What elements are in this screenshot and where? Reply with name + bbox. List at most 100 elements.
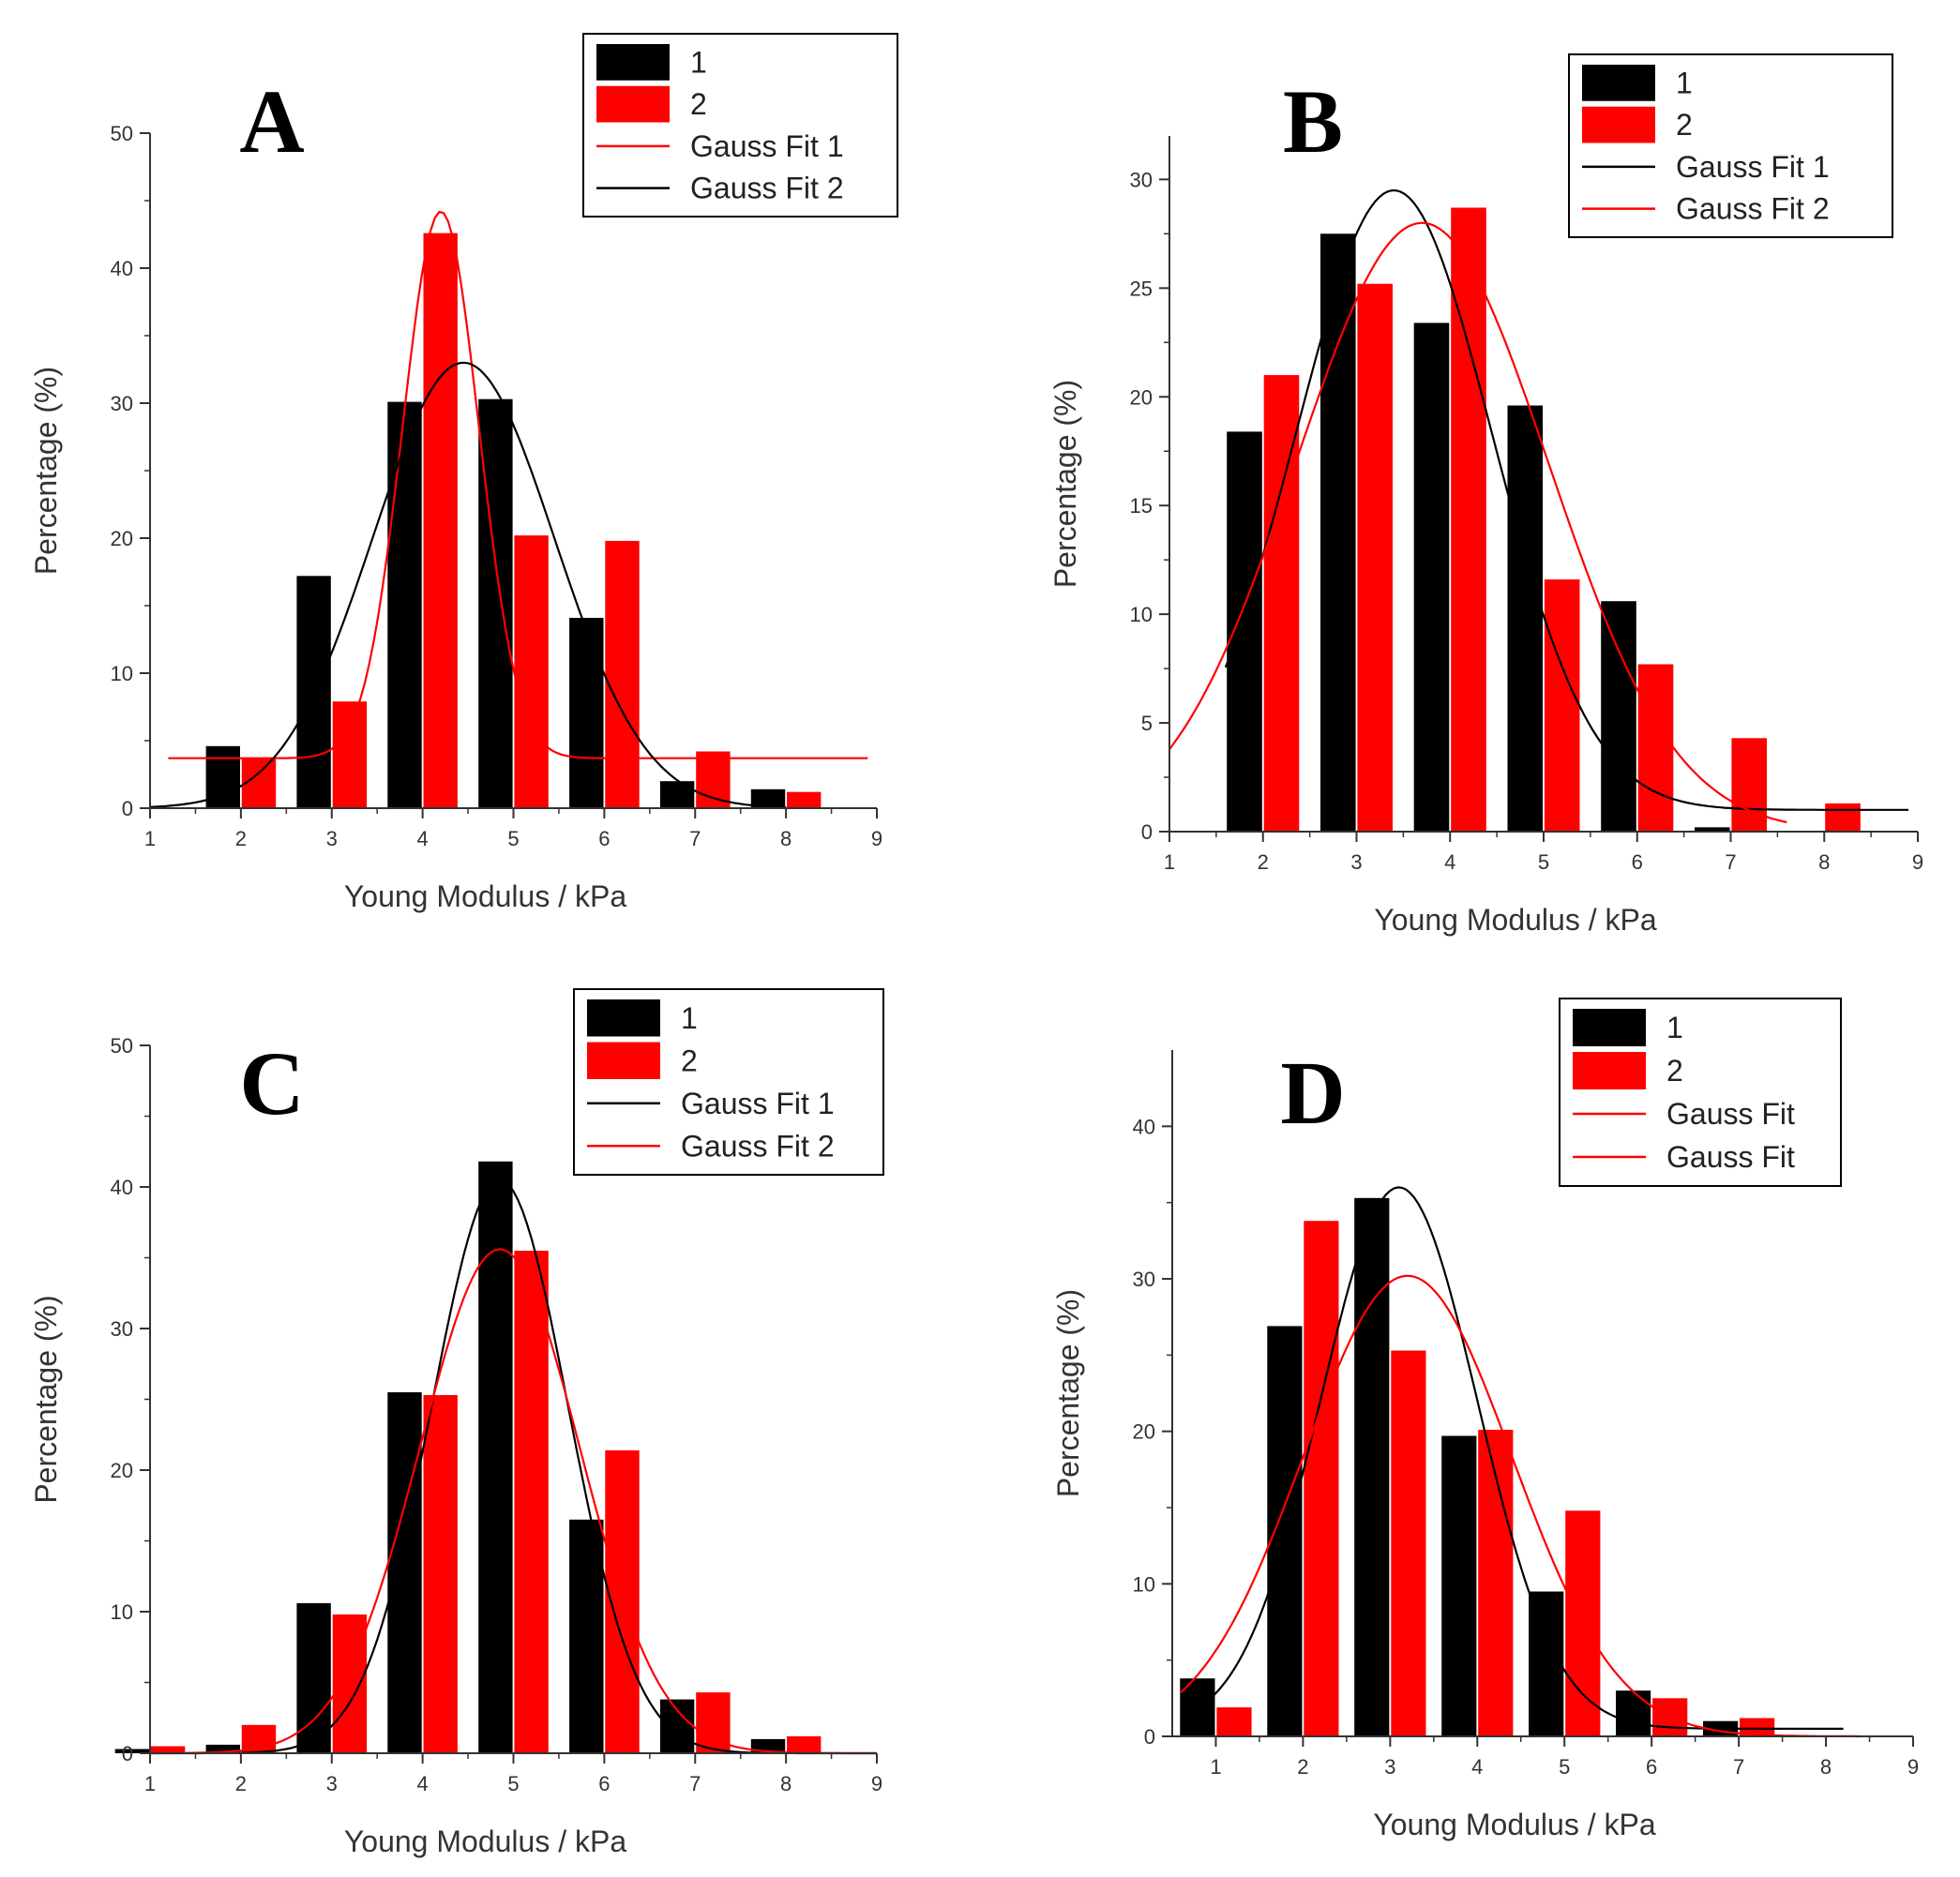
y-axis-title: Percentage (%) — [1048, 380, 1082, 588]
panel-letter: D — [1280, 1043, 1345, 1143]
legend-swatch-2 — [1582, 106, 1655, 143]
bar-series-2-6 — [1637, 664, 1674, 832]
bar-series-1-6 — [1601, 601, 1636, 832]
y-tick-label-10: 10 — [111, 1600, 133, 1624]
legend-label-4: Gauss Fit 2 — [681, 1129, 835, 1163]
x-tick-label-2: 2 — [1297, 1755, 1308, 1779]
x-tick-label-5: 5 — [1538, 850, 1549, 874]
legend-label-2: 2 — [681, 1044, 698, 1077]
panel-letter: C — [239, 1033, 304, 1134]
x-tick-label-9: 9 — [871, 1772, 882, 1795]
legend-label-3: Gauss Fit 1 — [690, 129, 844, 163]
x-tick-label-1: 1 — [144, 1772, 156, 1795]
y-tick-label-10: 10 — [1130, 603, 1153, 626]
bar-series-1-3 — [1354, 1197, 1390, 1736]
y-tick-label-20: 20 — [1133, 1420, 1155, 1444]
bar-series-2-2 — [1304, 1221, 1339, 1736]
legend-label-4: Gauss Fit 2 — [1676, 192, 1830, 226]
x-tick-label-6: 6 — [1632, 850, 1643, 874]
legend-label-3: Gauss Fit 1 — [1676, 150, 1830, 184]
y-tick-label-40: 40 — [111, 1176, 133, 1199]
x-tick-label-9: 9 — [1912, 850, 1923, 874]
y-tick-label-40: 40 — [1133, 1115, 1155, 1138]
bar-series-2-5 — [514, 1251, 549, 1753]
bar-series-2-2 — [241, 758, 277, 808]
bar-series-2-4 — [1451, 207, 1486, 832]
y-tick-label-0: 0 — [1144, 1725, 1155, 1749]
y-tick-label-10: 10 — [111, 662, 133, 685]
x-tick-label-4: 4 — [1444, 850, 1455, 874]
panel-d: 1 2 3 4 5 6 7 8 9 0 10 20 30 40 Young Modulus / kPa Per… — [1051, 998, 1919, 1841]
panel-c: 1 2 3 4 5 6 7 8 9 0 10 20 30 40 50 Young Modulus / kPa P… — [29, 988, 884, 1858]
bar-series-1-6 — [1616, 1690, 1651, 1736]
bar-series-1-7 — [659, 1699, 695, 1753]
x-tick-label-7: 7 — [689, 827, 701, 850]
bar-series-2-3 — [332, 1614, 368, 1753]
x-tick-label-6: 6 — [598, 1772, 610, 1795]
legend-label-3: Gauss Fit — [1666, 1097, 1795, 1131]
legend: 1 2 Gauss Fit 1 Gauss Fit 2 — [573, 988, 884, 1176]
x-tick-label-1: 1 — [1210, 1755, 1221, 1779]
y-tick-label-40: 40 — [111, 257, 133, 280]
legend-label-1: 1 — [690, 45, 707, 79]
panel-a: 1 2 3 4 5 6 7 8 9 0 10 20 30 40 50 Young Modulus / kPa P… — [29, 33, 898, 913]
y-tick-label-50: 50 — [111, 122, 133, 145]
x-tick-label-3: 3 — [326, 827, 338, 850]
x-tick-label-8: 8 — [1820, 1755, 1832, 1779]
legend-label-1: 1 — [1666, 1011, 1683, 1044]
bar-series-2-6 — [605, 540, 640, 808]
x-tick-label-9: 9 — [871, 827, 882, 850]
legend: 1 2 Gauss Fit 1 Gauss Fit 2 — [1568, 53, 1893, 238]
legend-swatch-1 — [596, 44, 670, 81]
x-tick-label-1: 1 — [144, 827, 156, 850]
legend-label-4: Gauss Fit 2 — [690, 172, 844, 205]
x-tick-label-8: 8 — [780, 1772, 792, 1795]
legend-label-3: Gauss Fit 1 — [681, 1087, 835, 1120]
bar-series-1-7 — [1695, 827, 1730, 832]
bar-series-2-3 — [1391, 1350, 1426, 1736]
bar-series-1-4 — [1413, 323, 1450, 832]
panel-letter: A — [239, 71, 304, 172]
legend: 1 2 Gauss Fit 1 Gauss Fit 2 — [582, 33, 898, 218]
gauss-fit-line-1 — [150, 1179, 877, 1755]
bar-series-1-1 — [114, 1749, 150, 1753]
x-tick-label-2: 2 — [1258, 850, 1269, 874]
legend-swatch-1 — [1573, 1009, 1646, 1046]
bar-series-2-7 — [1740, 1718, 1775, 1736]
legend-swatch-2 — [587, 1042, 660, 1079]
bar-series-1-2 — [1267, 1326, 1303, 1736]
bar-series-2-1 — [1216, 1707, 1252, 1736]
bar-series-1-4 — [1441, 1435, 1477, 1736]
bar-series-2-2 — [1263, 375, 1300, 832]
y-tick-label-10: 10 — [1133, 1572, 1155, 1596]
bar-series-2-8 — [787, 791, 822, 808]
gauss-fit-line-2 — [1168, 221, 1787, 824]
legend-swatch-1 — [1582, 65, 1655, 101]
bar-series-2-3 — [332, 701, 368, 808]
legend-label-1: 1 — [1676, 66, 1693, 99]
x-tick-label-7: 7 — [1733, 1755, 1744, 1779]
bar-series-1-5 — [1507, 405, 1544, 832]
bar-series-2-8 — [1825, 803, 1861, 832]
x-tick-label-5: 5 — [1559, 1755, 1570, 1779]
x-tick-label-2: 2 — [235, 1772, 247, 1795]
x-tick-label-4: 4 — [1471, 1755, 1483, 1779]
x-tick-label-6: 6 — [598, 827, 610, 850]
legend-swatch-2 — [1573, 1052, 1646, 1089]
x-tick-label-7: 7 — [689, 1772, 701, 1795]
bar-series-2-7 — [1731, 738, 1767, 832]
x-tick-label-9: 9 — [1907, 1755, 1919, 1779]
y-tick-label-0: 0 — [122, 797, 133, 820]
legend: 1 2 Gauss Fit Gauss Fit — [1559, 998, 1842, 1187]
y-tick-label-15: 15 — [1130, 494, 1153, 518]
y-tick-label-0: 0 — [122, 1742, 133, 1765]
y-axis-title: Percentage (%) — [1051, 1289, 1085, 1497]
bar-series-2-5 — [1544, 579, 1580, 832]
y-tick-label-30: 30 — [111, 1317, 133, 1341]
x-axis-title: Young Modulus / kPa — [344, 879, 626, 913]
gauss-fit-line-2 — [1180, 1274, 1862, 1738]
bar-series-2-7 — [696, 751, 731, 808]
legend-label-1: 1 — [681, 1001, 698, 1035]
x-tick-label-5: 5 — [507, 1772, 519, 1795]
x-tick-label-8: 8 — [1818, 850, 1830, 874]
